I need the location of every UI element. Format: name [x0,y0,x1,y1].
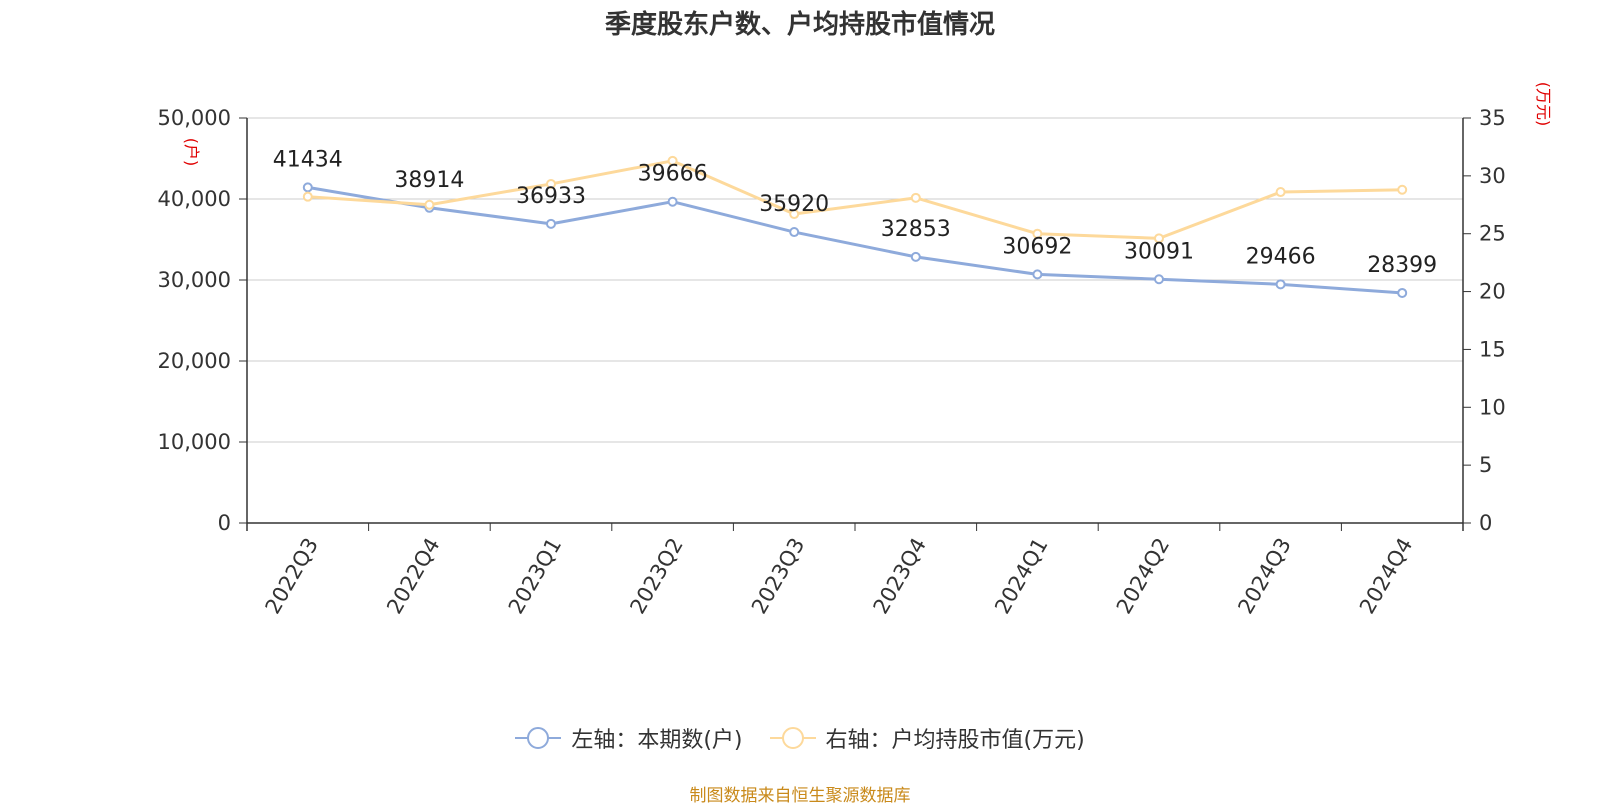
data-point-right [424,199,435,210]
legend-item-left[interactable]: 左轴：本期数(户) [515,722,743,754]
y-right-tick-label: 10 [1479,395,1506,419]
series-line-left [306,185,1404,295]
legend-label-left: 左轴：本期数(户) [571,728,743,753]
y-right-tick-label: 30 [1479,164,1506,188]
data-point-left [667,196,678,207]
legend-item-right[interactable]: 右轴：户均持股市值(万元) [769,722,1085,754]
data-label: 36933 [516,184,586,209]
y-right-tick-label: 0 [1479,511,1492,535]
data-point-right [302,191,313,202]
x-tick-label: 2024Q1 [990,534,1052,618]
x-tick-label: 2024Q4 [1355,534,1417,618]
data-point-left [302,182,313,193]
x-tick-label: 2024Q2 [1112,534,1174,618]
data-label: 29466 [1246,244,1316,269]
data-point-left [1154,274,1164,285]
data-point-left [546,218,556,229]
data-point-left [910,251,921,262]
data-point-right [1397,184,1408,195]
data-point-right [910,192,921,203]
data-label: 28399 [1367,253,1437,278]
data-point-right [1154,233,1164,244]
data-point-right [546,178,556,189]
x-tick-label: 2024Q3 [1233,534,1295,618]
series-layer [302,155,1408,298]
data-point-right [1032,228,1043,239]
x-tick-label: 2022Q3 [261,534,323,618]
x-tick-label: 2023Q1 [504,534,566,618]
label-layer: 41434 38914 36933 39666 35920 32853 30692 30091… [273,147,1437,278]
x-tick-label: 2023Q2 [625,534,687,618]
y-left-unit-label: (户) [182,138,201,167]
data-point-right [789,209,800,220]
legend-label-right: 右轴：户均持股市值(万元) [825,728,1085,753]
data-point-left [1032,269,1043,280]
data-label: 35920 [759,192,829,217]
y-right-tick-label: 35 [1479,106,1506,130]
data-point-right [667,155,678,166]
data-label: 38914 [394,168,464,193]
source-note: 制图数据来自恒生聚源数据库 [689,786,911,806]
x-tick-label: 2022Q4 [382,534,444,618]
y-right-tick-label: 5 [1479,453,1492,477]
data-label: 30692 [1002,234,1072,259]
legend-marker-left [515,726,562,750]
chart-title: 季度股东户数、户均持股市值情况 [604,10,995,40]
y-left-tick-label: 20,000 [158,349,231,373]
y-left-tick-label: 50,000 [158,106,231,130]
data-label: 30091 [1124,239,1194,264]
series-line-right [306,159,1404,240]
data-label: 32853 [881,217,951,242]
y-left-tick-label: 40,000 [158,187,231,211]
axis-layer: 010,00020,00030,00040,00050,000051015202… [158,82,1553,618]
y-left-tick-label: 10,000 [158,430,231,454]
data-point-left [1397,287,1408,298]
x-tick-label: 2023Q4 [869,534,931,618]
data-label: 41434 [273,147,343,172]
y-right-tick-label: 25 [1479,222,1506,246]
y-right-tick-label: 20 [1479,280,1506,304]
grid-layer [247,117,1463,443]
data-point-left [789,227,800,238]
data-point-right [1275,187,1286,198]
legend: 左轴：本期数(户) 右轴：户均持股市值(万元) [0,722,1600,756]
x-tick-label: 2023Q3 [747,534,809,618]
data-point-left [1275,279,1286,290]
y-left-tick-label: 30,000 [158,268,231,292]
data-label: 39666 [638,162,708,187]
y-right-unit-label: (万元) [1534,82,1553,127]
y-right-tick-label: 15 [1479,337,1506,361]
y-left-tick-label: 0 [218,511,231,535]
legend-marker-right [769,726,816,750]
